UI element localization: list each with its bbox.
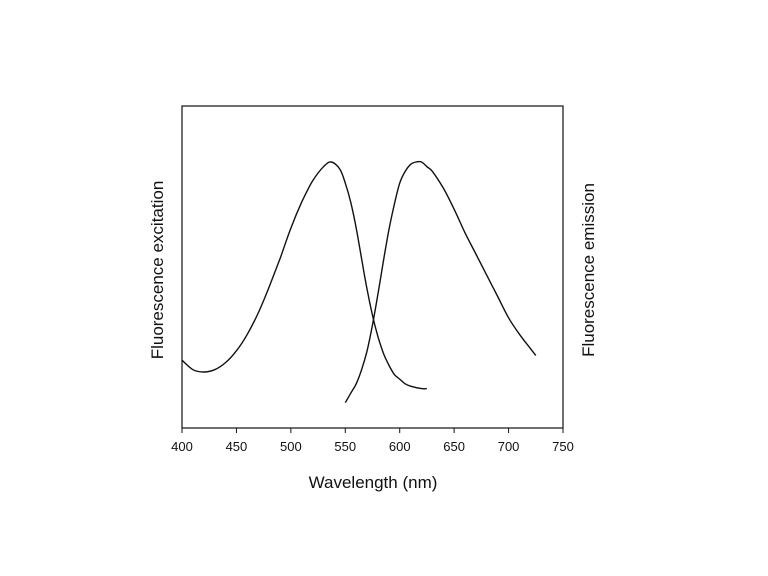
x-tick-label: 450 bbox=[226, 439, 248, 454]
y-axis-left-title: Fluorescence excitation bbox=[148, 181, 167, 360]
x-tick-label: 550 bbox=[334, 439, 356, 454]
x-tick-label: 400 bbox=[171, 439, 193, 454]
x-axis-title: Wavelength (nm) bbox=[309, 473, 438, 492]
emission-curve bbox=[344, 160, 537, 404]
plot-frame bbox=[181, 105, 564, 429]
x-tick-label: 500 bbox=[280, 439, 302, 454]
curves bbox=[181, 160, 537, 404]
x-axis-ticks: 400 450 500 550 600 650 700 750 bbox=[171, 428, 574, 454]
y-axis-right-title: Fluorescence emission bbox=[579, 183, 598, 357]
x-tick-label: 750 bbox=[552, 439, 574, 454]
x-tick-label: 600 bbox=[389, 439, 411, 454]
x-tick-label: 650 bbox=[443, 439, 465, 454]
excitation-curve bbox=[181, 161, 427, 390]
x-tick-label: 700 bbox=[498, 439, 520, 454]
